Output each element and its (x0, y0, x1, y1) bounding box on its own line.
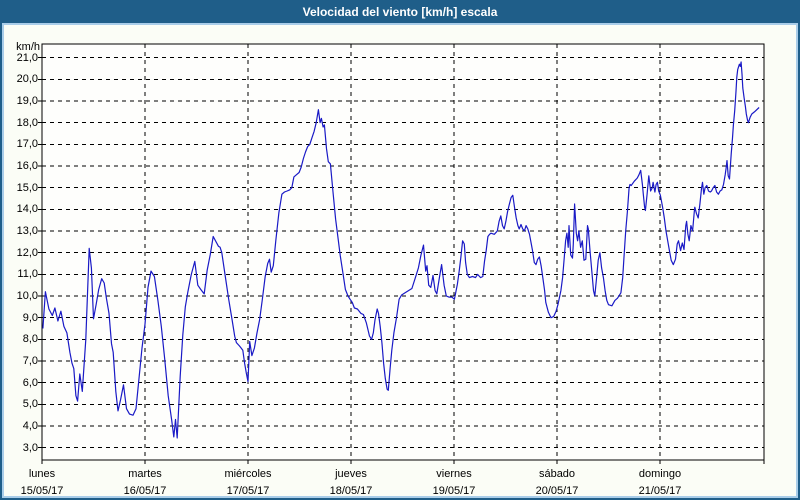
y-axis-unit-label: km/h (16, 41, 40, 53)
x-axis-day-name: martes (128, 468, 162, 480)
y-axis-tick-label: 16,0 (16, 160, 38, 172)
x-axis-day-date: 19/05/17 (432, 485, 476, 497)
y-axis-tick-label: 18,0 (16, 117, 38, 129)
x-axis-day-name: sábado (538, 468, 576, 480)
y-axis-tick-label: 3,0 (22, 442, 38, 454)
x-axis-day-date: 20/05/17 (535, 485, 579, 497)
y-axis-tick-label: 10,0 (16, 290, 38, 302)
wind-speed-series (42, 61, 760, 439)
y-axis-tick-label: 13,0 (16, 225, 38, 237)
x-axis-day-date: 17/05/17 (226, 485, 270, 497)
y-axis-tick-label: 7,0 (22, 355, 38, 367)
y-axis-tick-label: 15,0 (16, 182, 38, 194)
y-axis-tick-label: 14,0 (16, 203, 38, 215)
y-axis-tick-label: 8,0 (22, 333, 38, 345)
y-axis-tick-label: 5,0 (22, 398, 38, 410)
y-axis-tick-label: 17,0 (16, 138, 38, 150)
wind-speed-line-chart (38, 43, 765, 464)
x-axis-day-date: 16/05/17 (123, 485, 167, 497)
y-axis-tick-label: 4,0 (22, 420, 38, 432)
title-bar: Velocidad del viento [km/h] escala (2, 2, 798, 23)
x-axis-day-date: 21/05/17 (638, 485, 682, 497)
y-axis-tick-label: 19,0 (16, 95, 38, 107)
page-title: Velocidad del viento [km/h] escala (302, 5, 498, 19)
x-axis-day-date: 18/05/17 (329, 485, 373, 497)
y-axis-tick-label: 6,0 (22, 377, 38, 389)
x-axis-day-name: miércoles (224, 468, 272, 480)
y-axis-tick-label: 12,0 (16, 247, 38, 259)
x-axis-day-name: domingo (638, 468, 682, 480)
y-axis-tick-label: 11,0 (17, 268, 38, 280)
chart-panel: km/h 21,0 20,0 19,0 18,0 17,0 16,0 15,0 14,0 13,… (2, 23, 798, 498)
x-axis-day-name: viernes (436, 468, 472, 480)
x-axis-day-date: 15/05/17 (20, 485, 64, 497)
x-axis-day-name: lunes (28, 468, 56, 480)
x-axis-day-name: jueves (335, 468, 367, 480)
y-axis-tick-label: 20,0 (16, 73, 38, 85)
y-axis-tick-label: 21,0 (16, 52, 38, 64)
y-axis-tick-label: 9,0 (22, 312, 38, 324)
